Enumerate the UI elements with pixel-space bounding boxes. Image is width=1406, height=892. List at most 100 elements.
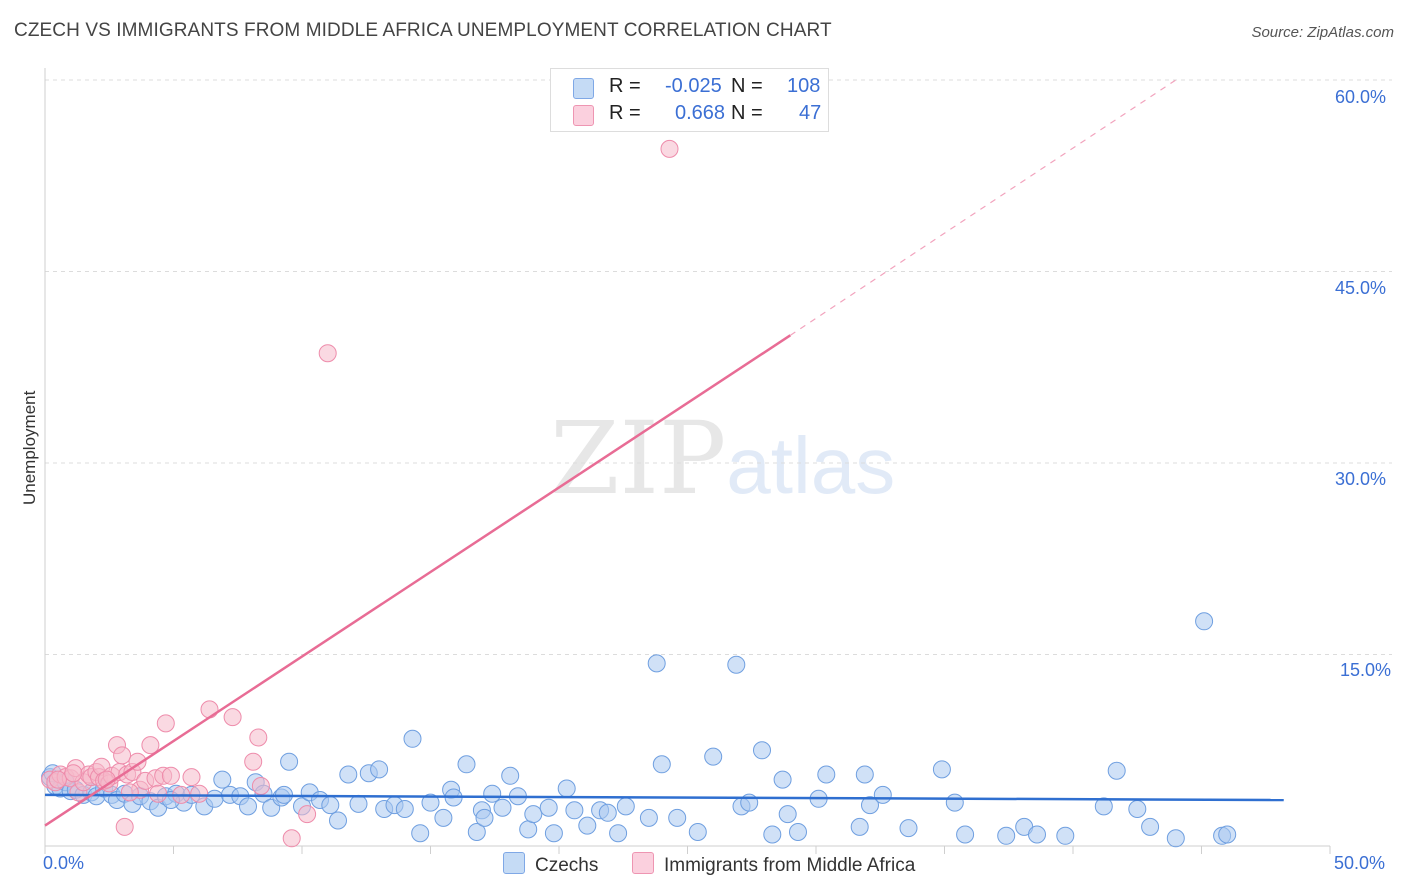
legend-n-value: 108 xyxy=(787,75,821,97)
czechs-point xyxy=(539,798,558,817)
czechs-point xyxy=(1195,612,1214,631)
bottom-legend-swatch-czechs xyxy=(503,852,525,874)
czechs-point xyxy=(1056,826,1075,845)
bottom-legend-immigrants: Immigrants from Middle Africa xyxy=(632,852,915,877)
legend-swatch-czechs xyxy=(573,78,594,99)
czechs-point xyxy=(850,817,869,836)
czechs-point xyxy=(773,770,792,789)
immigrants-point xyxy=(298,805,317,824)
czechs-point xyxy=(565,801,584,820)
czechs-point xyxy=(1094,797,1113,816)
legend-r-label: R = xyxy=(609,75,641,97)
immigrants-point xyxy=(64,764,83,783)
czechs-point xyxy=(339,765,358,784)
czechs-point xyxy=(467,823,486,841)
czechs-point xyxy=(855,765,874,784)
czechs-point xyxy=(483,784,502,803)
bottom-legend-label-czechs: Czechs xyxy=(535,855,599,876)
immigrants-point xyxy=(251,777,270,795)
czechs-point xyxy=(668,808,687,827)
czechs-point xyxy=(1166,829,1185,848)
czechs-point xyxy=(370,760,389,779)
immigrants-point xyxy=(190,784,209,803)
immigrants-point xyxy=(141,736,160,755)
legend-n-label: N = xyxy=(731,75,763,97)
czechs-point xyxy=(544,824,563,843)
y-tick-60: 60.0% xyxy=(1335,87,1387,107)
immigrants-point xyxy=(182,768,201,787)
czechs-point xyxy=(457,755,476,774)
immigrants-trend-line xyxy=(44,334,791,827)
x-tick-max: 50.0% xyxy=(1334,853,1386,873)
watermark: ZIPatlas xyxy=(550,400,895,517)
watermark-atlas: atlas xyxy=(726,421,896,510)
czechs-point xyxy=(727,655,746,674)
immigrants-point xyxy=(200,700,219,719)
czechs-point xyxy=(213,770,232,789)
immigrants-point xyxy=(660,139,679,158)
czechs-point xyxy=(349,794,368,813)
bottom-legend-czechs: Czechs xyxy=(503,852,598,877)
czechs-point xyxy=(899,819,918,838)
immigrants-point xyxy=(156,714,175,733)
bottom-legend-swatch-immigrants xyxy=(632,852,654,874)
y-tick-45: 45.0% xyxy=(1335,278,1387,298)
immigrants-trend-extension xyxy=(789,79,1177,336)
czechs-point xyxy=(1107,761,1126,780)
czechs-point xyxy=(493,798,512,817)
x-tick-min: 0.0% xyxy=(43,853,85,873)
czechs-point xyxy=(997,826,1016,845)
czechs-point xyxy=(411,824,430,843)
czechs-point xyxy=(945,793,964,812)
czechs-point xyxy=(647,654,666,673)
czechs-point xyxy=(932,760,951,779)
bottom-legend-label-immigrants: Immigrants from Middle Africa xyxy=(664,855,916,876)
source-label: Source: ZipAtlas.com xyxy=(1251,24,1394,41)
czechs-point xyxy=(956,825,975,844)
legend-box: R = -0.025 N = 108 R = 0.668 N = 47 xyxy=(550,68,829,132)
czechs-point xyxy=(652,755,671,774)
legend-r-label: R = xyxy=(609,102,641,124)
immigrants-point xyxy=(48,770,67,789)
immigrants-point xyxy=(282,829,301,848)
czechs-point xyxy=(763,825,782,844)
immigrants-point xyxy=(223,708,242,727)
czechs-point xyxy=(321,796,340,815)
czechs-point xyxy=(329,811,347,830)
czechs-point xyxy=(205,789,224,808)
czechs-point xyxy=(873,785,892,804)
immigrants-point xyxy=(249,728,268,747)
czechs-point xyxy=(704,747,723,766)
czechs-point xyxy=(598,803,617,822)
czechs-point xyxy=(395,800,414,818)
czechs-point xyxy=(1028,825,1046,844)
legend-n-label: N = xyxy=(731,102,763,124)
czechs-point xyxy=(239,797,257,816)
watermark-zip: ZIP xyxy=(550,400,727,517)
czechs-point xyxy=(688,823,707,841)
czechs-point xyxy=(421,793,440,812)
czechs-point xyxy=(753,741,771,760)
immigrants-point xyxy=(244,752,263,771)
czechs-point xyxy=(557,779,576,798)
czechs-point xyxy=(616,797,635,816)
legend-swatch-immigrants xyxy=(573,105,594,126)
czechs-point xyxy=(817,765,836,784)
czechs-point xyxy=(403,729,422,748)
czechs-point xyxy=(434,808,453,827)
immigrants-point xyxy=(318,344,337,363)
czechs-point xyxy=(861,796,879,815)
czechs-point xyxy=(524,805,543,824)
czechs-point xyxy=(519,820,538,839)
legend-r-value: 0.668 xyxy=(675,102,726,124)
czechs-point xyxy=(1218,825,1237,844)
czechs-point xyxy=(609,824,628,843)
czechs-trend-line xyxy=(44,793,1284,802)
legend-n-value: 47 xyxy=(799,102,822,124)
immigrants-point xyxy=(149,784,168,803)
czechs-point xyxy=(789,823,807,841)
y-tick-15: 15.0% xyxy=(1340,660,1392,680)
czechs-point xyxy=(475,808,494,827)
czechs-point xyxy=(280,752,299,771)
